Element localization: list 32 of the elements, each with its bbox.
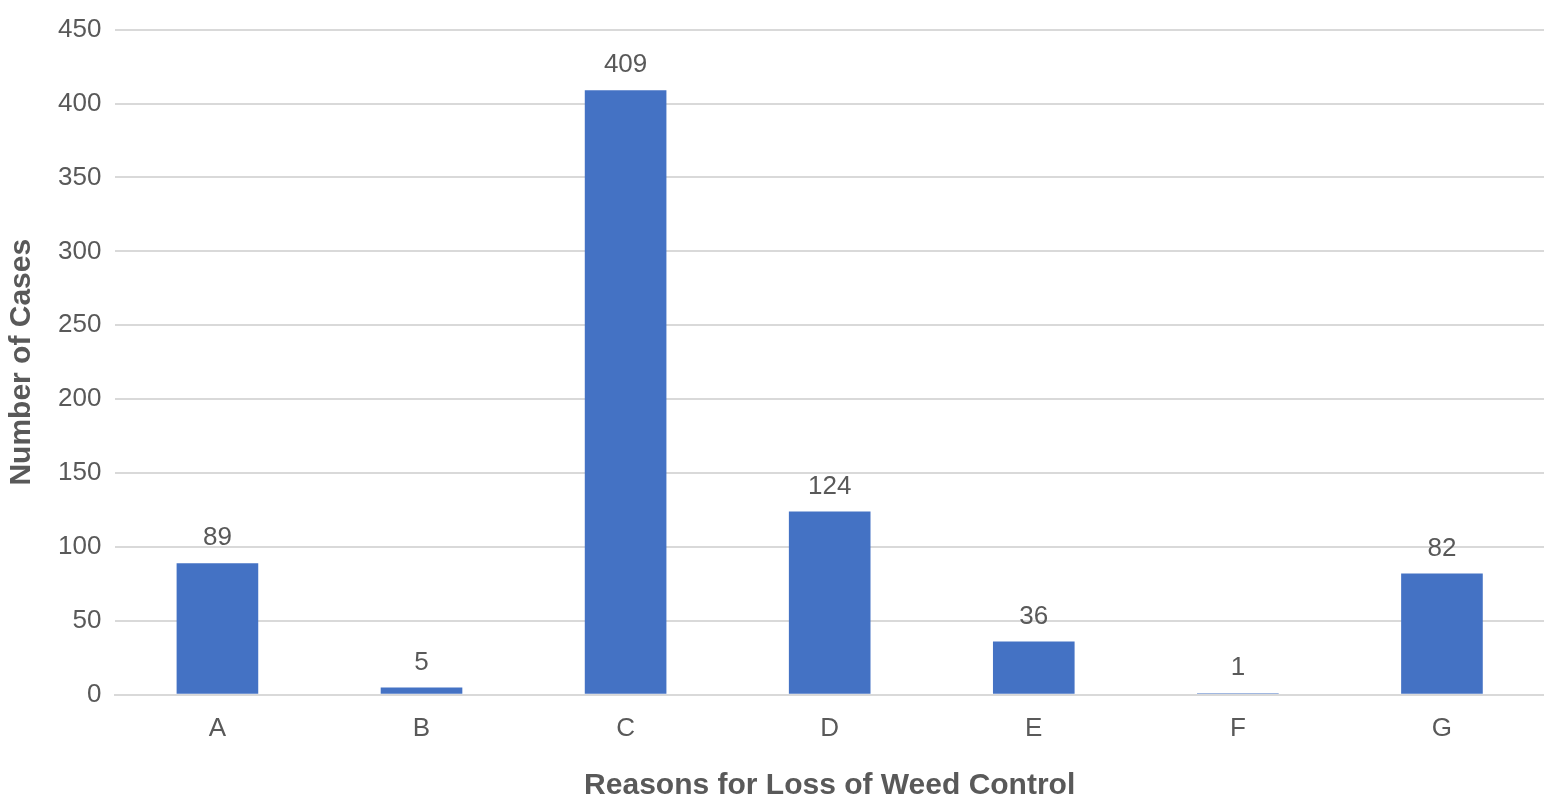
bar — [584, 90, 667, 694]
bar — [788, 511, 871, 694]
data-label: 82 — [1427, 531, 1457, 562]
bar — [1401, 573, 1483, 694]
x-tick-label: F — [1229, 711, 1246, 742]
y-tick-label: 300 — [57, 234, 102, 265]
data-label: 36 — [1019, 599, 1049, 630]
y-tick-label: 100 — [57, 530, 102, 561]
x-axis-title: Reasons for Loss of Weed Control — [584, 767, 1076, 801]
x-tick-label: B — [412, 711, 431, 742]
data-label: 5 — [414, 645, 429, 676]
y-tick-label: 400 — [57, 86, 102, 117]
bar — [380, 687, 463, 694]
x-tick-label: G — [1431, 711, 1453, 742]
bar — [176, 563, 259, 694]
data-label: 1 — [1230, 651, 1246, 682]
y-tick-label: 0 — [86, 677, 102, 708]
x-tick-label: C — [616, 711, 635, 742]
x-tick-label: D — [820, 711, 840, 742]
y-tick-label: 350 — [57, 160, 102, 191]
y-tick-label: 150 — [57, 456, 102, 487]
y-axis-title: Number of Cases — [3, 238, 37, 486]
bar — [992, 641, 1075, 694]
y-tick-label: 200 — [57, 382, 102, 413]
data-label: 409 — [603, 48, 648, 79]
y-tick-label: 250 — [57, 308, 102, 339]
y-tick-label: 450 — [57, 12, 102, 43]
x-tick-label: E — [1025, 711, 1043, 742]
x-tick-label: A — [208, 711, 227, 742]
data-label: 89 — [202, 521, 232, 552]
y-tick-label: 50 — [72, 604, 102, 635]
data-label: 124 — [807, 469, 852, 500]
